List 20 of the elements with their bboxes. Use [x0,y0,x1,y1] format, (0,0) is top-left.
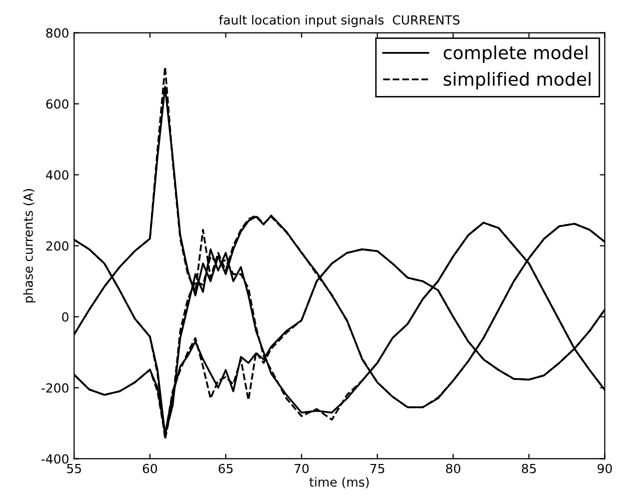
y-tick-label: -400 [41,454,68,464]
y-axis-title: phase currents (A) [23,189,36,302]
x-tick-label: 55 [67,464,81,474]
x-tick-label: 65 [218,464,233,474]
x-tick-label: 60 [142,464,158,474]
y-tick-label: 600 [46,99,68,109]
x-tick-label: 70 [294,464,309,474]
y-tick-label: 800 [46,28,68,38]
legend-label: simplified model [444,72,590,90]
x-tick-label: 90 [598,464,612,474]
x-tick-label: 75 [370,464,384,474]
x-axis-title: time (ms) [309,477,369,488]
x-tick-label: 85 [522,464,536,474]
y-tick-label: 400 [46,170,68,180]
y-tick-label: 200 [46,241,68,251]
x-tick-label: 80 [446,464,460,474]
legend-label: complete model [444,45,588,63]
y-tick-label: 0 [62,312,68,322]
chart-title: fault location input signals CURRENTS [218,14,460,28]
y-tick-label: -200 [41,383,68,393]
